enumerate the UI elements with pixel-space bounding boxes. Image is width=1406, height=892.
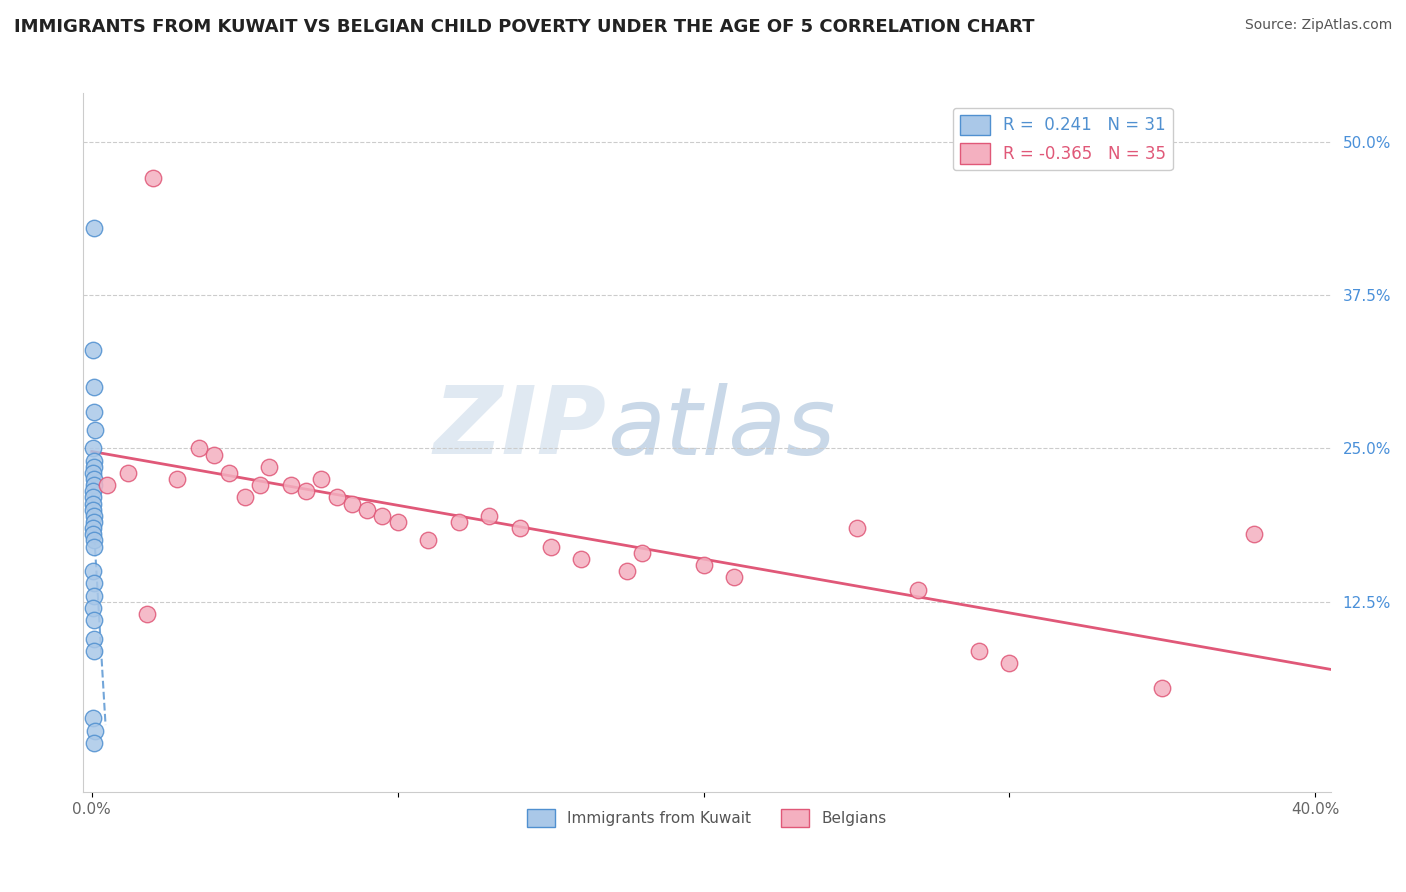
Point <box>202 448 225 462</box>
Point <box>998 656 1021 670</box>
Point <box>325 491 347 505</box>
Point <box>692 558 714 572</box>
Point <box>257 459 280 474</box>
Text: Source: ZipAtlas.com: Source: ZipAtlas.com <box>1244 18 1392 32</box>
Point <box>218 466 240 480</box>
Point <box>82 711 104 725</box>
Point <box>82 466 104 480</box>
Point <box>295 484 318 499</box>
Point <box>1152 681 1174 695</box>
Legend: Immigrants from Kuwait, Belgians: Immigrants from Kuwait, Belgians <box>520 803 893 833</box>
Point <box>83 380 105 394</box>
Text: IMMIGRANTS FROM KUWAIT VS BELGIAN CHILD POVERTY UNDER THE AGE OF 5 CORRELATION C: IMMIGRANTS FROM KUWAIT VS BELGIAN CHILD … <box>14 18 1035 36</box>
Point <box>82 484 104 499</box>
Point <box>83 644 105 658</box>
Point <box>82 442 104 456</box>
Point <box>509 521 531 535</box>
Point <box>142 171 165 186</box>
Point <box>309 472 332 486</box>
Point <box>540 540 562 554</box>
Point <box>82 564 104 578</box>
Point <box>907 582 929 597</box>
Point <box>83 540 105 554</box>
Point <box>967 644 990 658</box>
Point <box>418 533 440 548</box>
Text: atlas: atlas <box>607 383 835 474</box>
Point <box>233 491 256 505</box>
Point <box>1243 527 1265 541</box>
Point <box>82 521 104 535</box>
Point <box>166 472 188 486</box>
Point <box>82 502 104 516</box>
Point <box>83 613 105 627</box>
Point <box>478 508 501 523</box>
Point <box>447 515 470 529</box>
Point <box>83 515 105 529</box>
Point <box>83 404 105 418</box>
Point <box>187 442 209 456</box>
Point <box>83 508 105 523</box>
Point <box>83 632 105 646</box>
Point <box>249 478 271 492</box>
Point <box>280 478 302 492</box>
Point <box>83 423 105 437</box>
Point <box>83 723 105 738</box>
Point <box>96 478 118 492</box>
Point <box>135 607 157 621</box>
Point <box>82 497 104 511</box>
Point <box>845 521 868 535</box>
Point <box>356 502 378 516</box>
Point <box>83 459 105 474</box>
Point <box>117 466 139 480</box>
Point <box>340 497 363 511</box>
Point <box>631 546 654 560</box>
Point <box>371 508 394 523</box>
Point <box>83 576 105 591</box>
Point <box>83 533 105 548</box>
Point <box>387 515 409 529</box>
Text: ZIP: ZIP <box>434 383 607 475</box>
Point <box>83 472 105 486</box>
Point <box>82 527 104 541</box>
Point <box>616 564 638 578</box>
Point <box>82 343 104 358</box>
Point <box>83 220 105 235</box>
Point <box>83 478 105 492</box>
Point <box>83 453 105 467</box>
Point <box>82 491 104 505</box>
Point <box>569 552 592 566</box>
Point <box>83 736 105 750</box>
Point <box>82 601 104 615</box>
Point <box>83 589 105 603</box>
Point <box>723 570 745 584</box>
